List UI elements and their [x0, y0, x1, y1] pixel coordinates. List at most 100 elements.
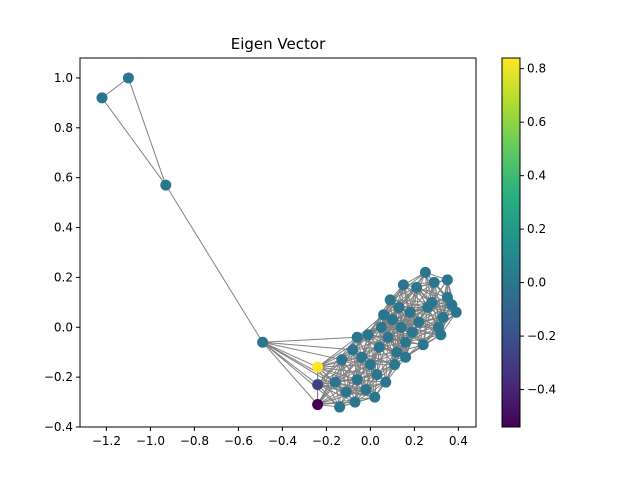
graph-edge [262, 341, 318, 405]
graph-node [329, 376, 341, 388]
y-tick-label: −0.2 [44, 370, 73, 384]
graph-edge [394, 332, 413, 365]
graph-node [450, 306, 462, 318]
graph-nodes [96, 72, 462, 413]
graph-edge [317, 336, 358, 368]
graph-edge [101, 97, 167, 186]
colorbar [501, 57, 521, 428]
graph-edge [317, 396, 375, 406]
graph-node [340, 386, 352, 398]
graph-node [428, 276, 440, 288]
graph-node [347, 344, 359, 356]
graph-node [404, 306, 416, 318]
graph-node [356, 351, 368, 363]
x-tick-label: −0.6 [224, 434, 253, 448]
graph-edge [356, 314, 384, 338]
graph-node [435, 329, 447, 341]
graph-node [380, 376, 392, 388]
graph-node [386, 314, 398, 326]
graph-node [362, 329, 374, 341]
chart-title: Eigen Vector [231, 35, 326, 53]
graph-edge [317, 389, 367, 406]
graph-edge [416, 287, 420, 323]
graph-edge [418, 296, 448, 323]
graph-edge [378, 347, 387, 383]
graph-node [369, 391, 381, 403]
graph-edge [101, 77, 129, 99]
graph-edge [422, 307, 429, 345]
graph-node [395, 321, 407, 333]
graph-edge [262, 341, 318, 368]
graph-node [426, 296, 438, 308]
graph-edge [376, 337, 389, 375]
graph-edge [391, 319, 396, 365]
graph-edge [405, 326, 439, 343]
y-tick-label: 0.4 [54, 221, 73, 235]
y-tick-label: −0.4 [44, 420, 73, 434]
graph-edge [345, 349, 354, 393]
graph-node [312, 399, 324, 411]
colorbar-tick-label: 0.2 [527, 222, 546, 236]
colorbar-tick-label: 0.6 [527, 115, 546, 129]
x-axis-ticks: −1.2 −1.0 −0.8 −0.6 −0.4 −0.2 0.0 0.2 0.4 [92, 427, 468, 448]
graph-node [417, 339, 429, 351]
colorbar-tick-label: 0.8 [527, 62, 546, 76]
graph-node [160, 179, 172, 191]
graph-node [375, 321, 387, 333]
graph-node [334, 401, 346, 413]
graph-node [393, 301, 405, 313]
graph-node [437, 311, 449, 323]
x-tick-label: −0.4 [268, 434, 297, 448]
graph-node [122, 72, 134, 84]
graph-edge [262, 336, 358, 343]
graph-node [349, 396, 361, 408]
x-tick-label: 0.4 [449, 434, 468, 448]
graph-node [360, 384, 372, 396]
graph-node [384, 294, 396, 306]
plot-frame [79, 57, 477, 428]
graph-node [373, 341, 385, 353]
x-tick-label: 0.2 [405, 434, 424, 448]
graph-node [419, 266, 431, 278]
graph-edge [127, 77, 167, 186]
x-tick-label: −0.2 [312, 434, 341, 448]
graph-edge [345, 356, 363, 393]
graph-node [312, 379, 324, 391]
graph-edge [385, 337, 389, 383]
colorbar-tick-label: −0.2 [527, 329, 556, 343]
x-tick-label: −0.8 [180, 434, 209, 448]
graph-node [312, 361, 324, 373]
y-tick-label: 0.2 [54, 270, 73, 284]
graph-node [257, 336, 269, 348]
graph-edge [339, 359, 343, 408]
graph-node [400, 351, 412, 363]
graph-node [378, 309, 390, 321]
graph-node [351, 374, 363, 386]
graph-node [371, 369, 383, 381]
graph-edge [409, 312, 424, 345]
colorbar-ticks: −0.4 −0.2 0.0 0.2 0.4 0.6 0.8 [520, 62, 556, 397]
graph-edge [262, 341, 340, 408]
graph-edge [262, 341, 353, 351]
graph-node [96, 92, 108, 104]
colorbar-tick-label: 0.0 [527, 276, 546, 290]
graph-node [391, 346, 403, 358]
graph-node [364, 359, 376, 371]
x-tick-label: −1.0 [136, 434, 165, 448]
graph-node [389, 359, 401, 371]
colorbar-tick-label: −0.4 [527, 383, 556, 397]
graph-node [400, 336, 412, 348]
graph-edge [390, 299, 428, 308]
y-tick-label: 1.0 [54, 71, 73, 85]
colorbar-tick-label: 0.4 [527, 169, 546, 183]
y-tick-label: 0.6 [54, 171, 73, 185]
graph-node [406, 326, 418, 338]
graph-node [351, 331, 363, 343]
graph-node [336, 354, 348, 366]
y-tick-label: 0.8 [54, 121, 73, 135]
graph-edge [367, 334, 378, 375]
graph-node [413, 316, 425, 328]
graph-edge [354, 364, 371, 403]
graph-edge [165, 184, 264, 343]
